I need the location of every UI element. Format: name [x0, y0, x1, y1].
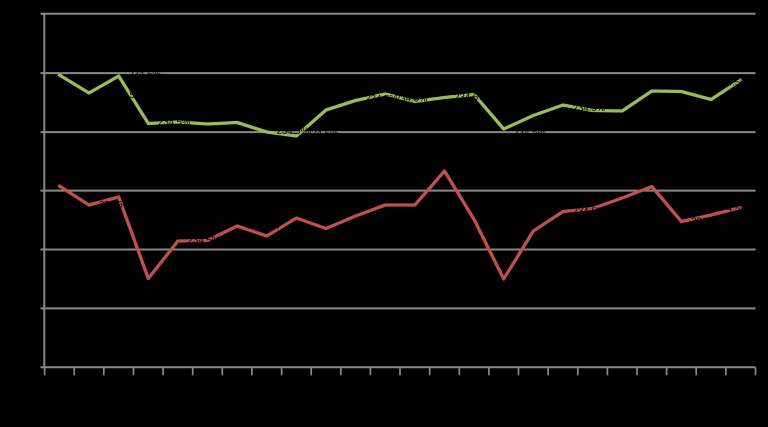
svg-text:234.5%: 234.5% [306, 129, 339, 140]
svg-text:4.5%: 4.5% [727, 204, 749, 215]
svg-text:234.5%: 234.5% [99, 200, 132, 211]
svg-text:234.5%: 234.5% [454, 92, 487, 103]
svg-text:234.5%: 234.5% [366, 94, 399, 105]
svg-text:234.5%: 234.5% [277, 126, 310, 137]
svg-text:4.5%: 4.5% [727, 78, 749, 89]
svg-text:234.5%: 234.5% [573, 103, 606, 114]
svg-text:234.5%: 234.5% [395, 94, 428, 105]
svg-text:234.5%: 234.5% [691, 216, 724, 227]
svg-text:234.5%: 234.5% [514, 128, 547, 139]
svg-text:234.5%: 234.5% [188, 235, 221, 246]
svg-text:234.5%: 234.5% [111, 90, 144, 101]
svg-text:234.5%: 234.5% [158, 117, 191, 128]
svg-text:234.5%: 234.5% [277, 231, 310, 242]
svg-text:234.5%: 234.5% [129, 69, 162, 80]
svg-text:234.5%: 234.5% [247, 221, 280, 232]
svg-text:234.5%: 234.5% [573, 206, 606, 217]
svg-text:234.5%: 234.5% [218, 235, 251, 246]
